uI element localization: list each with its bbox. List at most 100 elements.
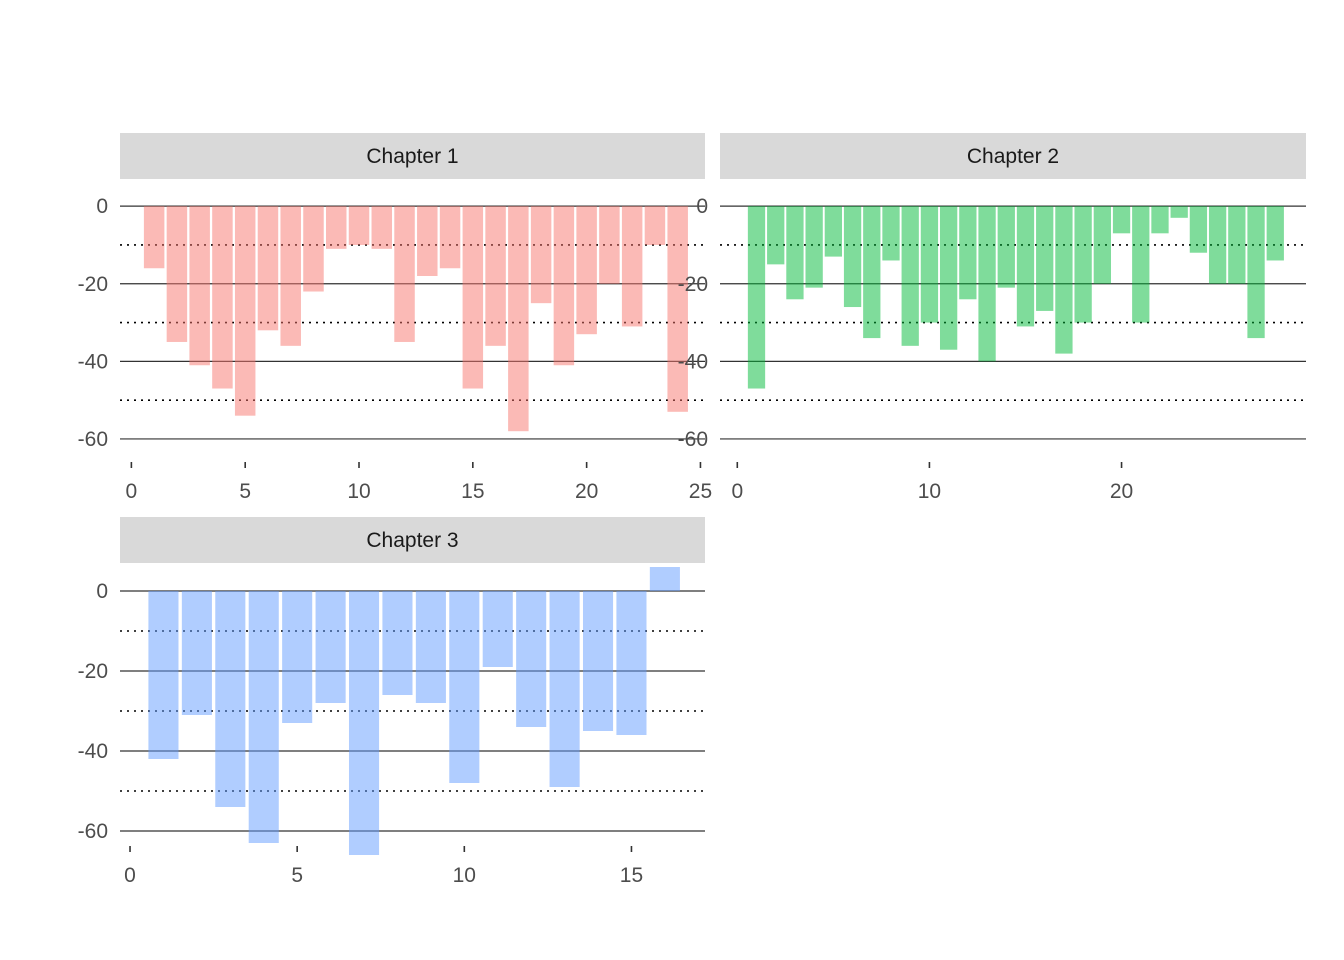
bar [621,206,643,327]
bar [1247,206,1265,339]
x-tick-label: 0 [731,480,743,503]
bar [939,206,958,350]
bar [1228,206,1246,284]
bar [280,206,301,346]
bar [326,206,347,249]
bar [215,591,246,807]
x-tick-label: 0 [126,480,138,503]
bar [997,206,1015,288]
y-tick-label: -60 [678,428,708,451]
y-tick-label: 0 [96,195,108,218]
bar [1170,206,1188,218]
bar [1055,206,1073,354]
bar [282,591,313,723]
bar [482,591,513,667]
bar [549,591,580,787]
bar [1132,206,1150,323]
y-tick-label: -60 [78,820,108,843]
y-tick-label: -20 [78,273,108,296]
bar [747,206,766,389]
bar [1036,206,1054,311]
x-tick-label: 5 [291,864,303,887]
bar [616,591,647,735]
x-tick-label: 0 [124,864,136,887]
bar [1093,206,1111,284]
bar [348,591,380,855]
bar [805,206,823,288]
bar [148,591,179,759]
facet-strip [120,517,705,563]
facet-strip [720,133,1306,179]
bar [1016,206,1035,327]
bar [394,206,415,342]
bar [439,206,461,269]
x-tick-label: 15 [620,864,643,887]
x-tick-label: 15 [461,480,484,503]
facet-panel-1: Chapter 1 0 -20 -40 -60 0 5 10 15 20 25 [78,133,712,503]
bar [212,206,233,389]
bar [644,206,666,245]
bar [649,567,680,591]
bar [166,206,188,342]
bar [257,206,279,331]
bar [485,206,506,346]
bar [417,206,438,276]
bar [382,591,413,695]
y-tick-label: -40 [78,740,108,763]
bar [978,206,996,362]
x-tick-label: 25 [689,480,712,503]
bar [248,591,279,843]
bar [920,206,939,323]
y-tick-label: -40 [678,350,708,373]
bar [234,206,256,416]
facet-strip-label: Chapter 3 [366,529,458,552]
bar [767,206,785,265]
bar [189,206,210,366]
bar [1112,206,1131,234]
y-tick-label: -20 [678,273,708,296]
bar [1208,206,1227,284]
bar [1266,206,1284,261]
bar [530,206,552,304]
bar [599,206,620,284]
bar [415,591,446,703]
x-tick-label: 10 [918,480,941,503]
x-tick-label: 20 [1110,480,1133,503]
bar [303,206,324,292]
bar [667,206,688,412]
bar [315,591,346,703]
x-tick-label: 20 [575,480,598,503]
y-tick-label: -60 [78,428,108,451]
bar [824,206,843,257]
y-tick-label: -20 [78,660,108,683]
bar [582,591,614,731]
facet-strip [120,133,705,179]
bar [1151,206,1169,234]
bar [181,591,212,715]
x-tick-label: 10 [347,480,370,503]
y-tick-label: -40 [78,350,108,373]
bar [449,591,480,783]
bar [508,206,529,432]
bar [959,206,977,300]
bar [843,206,862,308]
facet-panel-2: Chapter 2 0 -20 -40 -60 0 10 20 [678,133,1306,503]
x-tick-label: 10 [453,864,476,887]
y-tick-label: 0 [696,195,708,218]
facet-strip-label: Chapter 1 [366,145,458,168]
bar [462,206,484,389]
bar [901,206,919,346]
bar [143,206,165,269]
bar [553,206,575,366]
facet-strip-label: Chapter 2 [967,145,1059,168]
bar [1074,206,1092,323]
bar [348,206,370,245]
bar [786,206,804,300]
bar [1189,206,1208,253]
facet-panel-3: Chapter 3 0 -20 -40 -60 0 5 10 15 [78,517,705,887]
y-tick-label: 0 [96,580,108,603]
bar [863,206,881,339]
bar [576,206,597,335]
bar [371,206,393,249]
